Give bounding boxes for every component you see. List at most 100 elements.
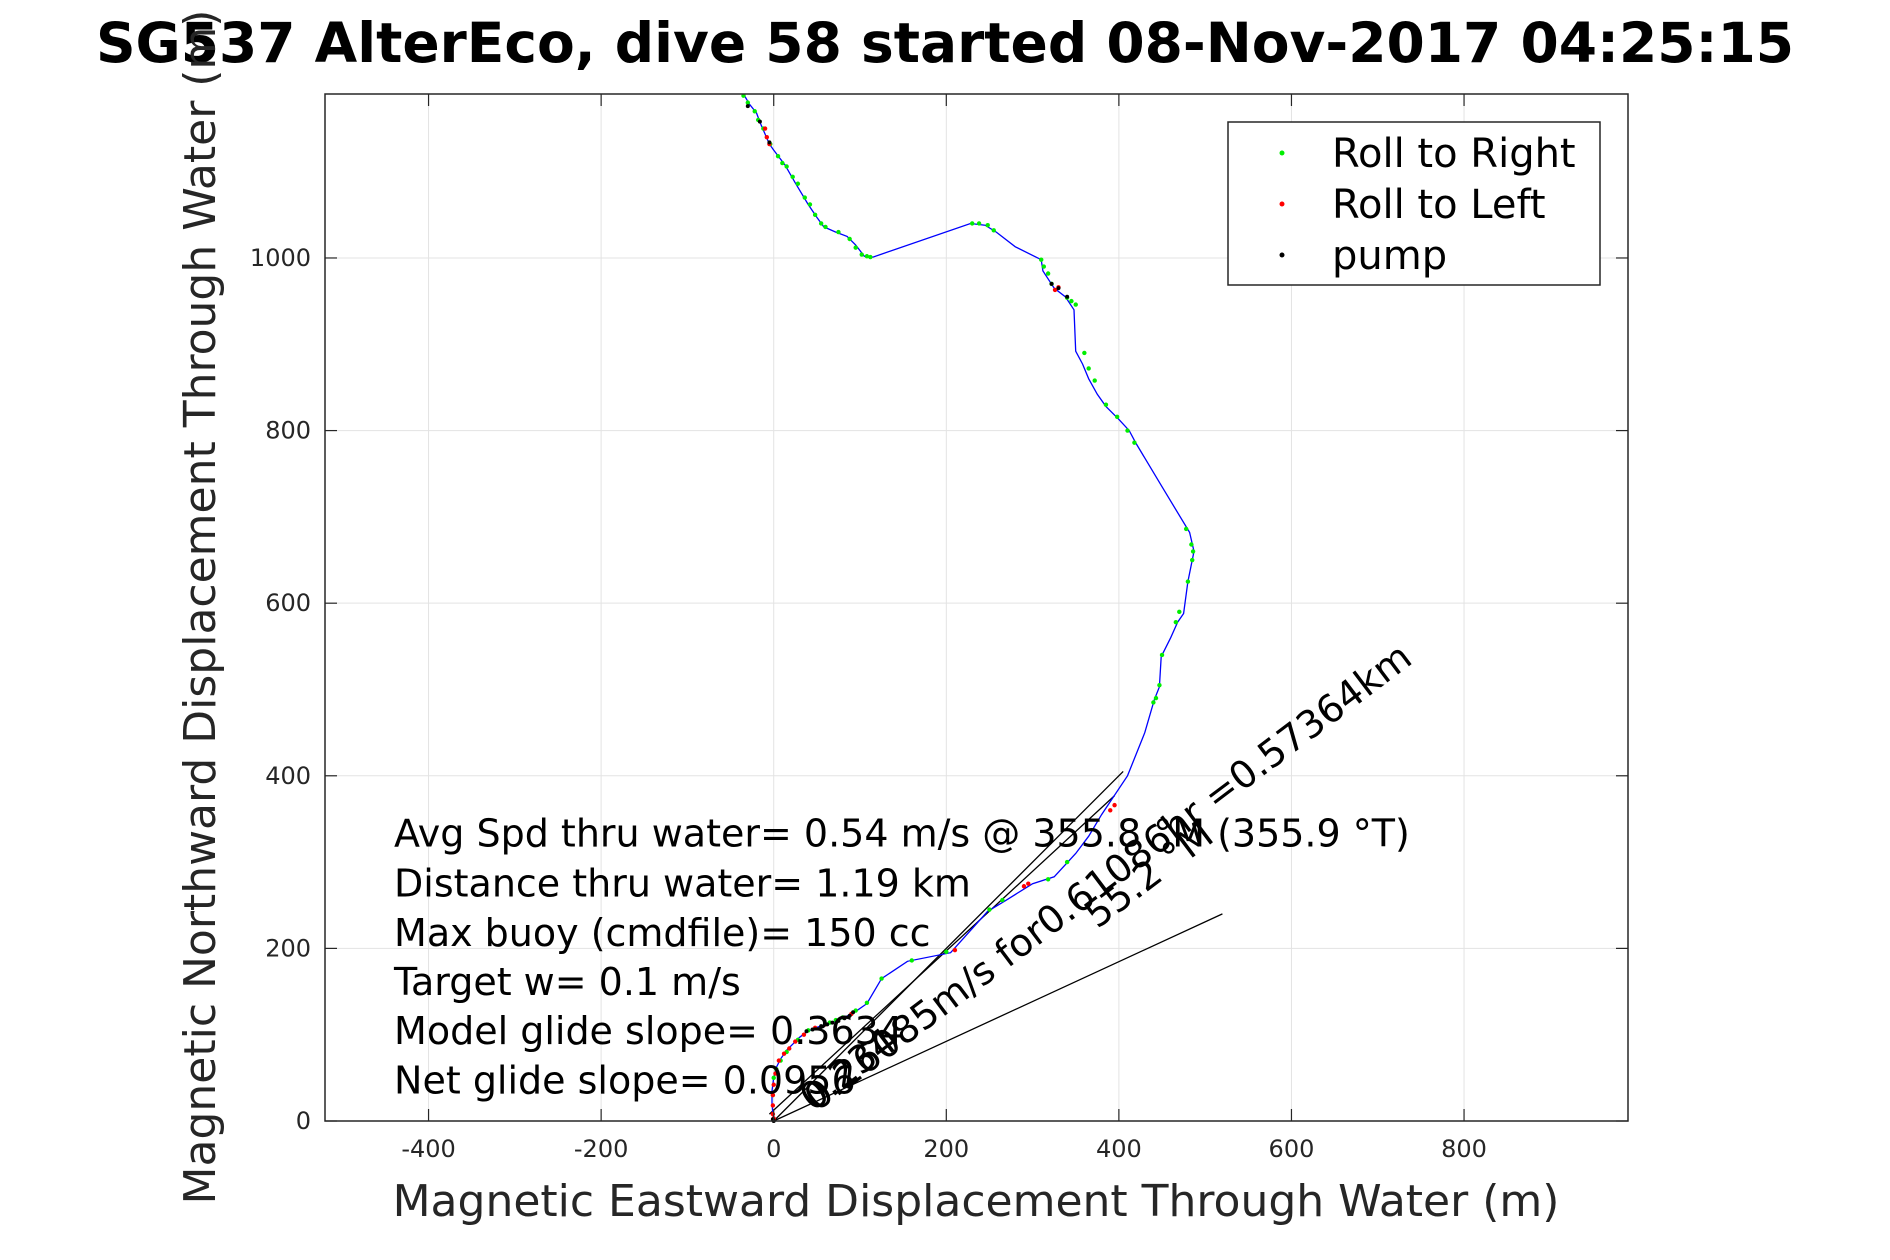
roll-right-point xyxy=(1064,859,1070,865)
roll-right-point xyxy=(1189,542,1194,547)
x-tick-label: 400 xyxy=(1096,1135,1142,1163)
roll-right-point xyxy=(1157,682,1162,688)
legend-marker-roll-right xyxy=(1279,150,1285,156)
roll-right-point xyxy=(1039,257,1044,262)
roll-left-point xyxy=(1108,808,1113,813)
roll-left-point xyxy=(770,1103,776,1108)
roll-right-point xyxy=(771,1075,776,1081)
roll-left-point xyxy=(770,1092,776,1098)
roll-right-point xyxy=(1000,897,1005,903)
pump-point xyxy=(825,1022,830,1027)
chart-title: SG537 AlterEco, dive 58 started 08-Nov-2… xyxy=(96,11,1794,75)
roll-right-point xyxy=(987,907,992,912)
legend-label-pump: pump xyxy=(1332,233,1447,279)
roll-right-point xyxy=(775,153,781,159)
legend-marker-roll-left xyxy=(1279,201,1285,207)
roll-right-point xyxy=(991,228,996,233)
legend-box xyxy=(1227,121,1601,286)
roll-right-point xyxy=(1073,302,1078,307)
roll-right-point xyxy=(1177,609,1182,615)
roll-right-point xyxy=(790,174,795,180)
roll-left-point xyxy=(781,1051,787,1056)
roll-left-point xyxy=(771,1082,776,1087)
axis-ticks: -400 -200 0 200 400 600 800 0 200 400 600 800 1000 xyxy=(250,94,1628,1163)
y-tick-label: 800 xyxy=(265,417,311,445)
stats-annotation: Target w= 0.1 m/s xyxy=(393,960,741,1004)
roll-right-point xyxy=(1159,652,1165,658)
roll-right-point xyxy=(745,100,751,105)
y-tick-label: 200 xyxy=(265,934,311,962)
roll-right-point xyxy=(1185,579,1191,584)
roll-right-point xyxy=(812,212,818,218)
pump-point xyxy=(851,1010,856,1015)
x-tick-label: 800 xyxy=(1441,1135,1487,1163)
roll-right-point xyxy=(1151,700,1156,705)
roll-left-point xyxy=(762,126,768,131)
legend-marker-pump xyxy=(1279,252,1285,258)
roll-right-point xyxy=(853,245,858,250)
roll-right-point xyxy=(1190,557,1195,563)
roll-right-point xyxy=(909,958,914,963)
roll-right-point xyxy=(985,222,990,228)
roll-right-point xyxy=(836,229,841,235)
roll-right-point xyxy=(1069,298,1074,304)
roll-right-point xyxy=(1041,264,1047,269)
roll-left-point xyxy=(1021,884,1027,889)
x-tick-label: 600 xyxy=(1269,1135,1315,1163)
roll-right-point xyxy=(780,160,785,166)
roll-right-point xyxy=(1125,428,1130,433)
pump-point xyxy=(804,1029,809,1034)
roll-right-point xyxy=(1114,414,1120,419)
roll-right-point xyxy=(807,202,813,207)
x-tick-label: 200 xyxy=(923,1135,969,1163)
heading-vector-line xyxy=(773,771,1124,1122)
x-tick-label: -200 xyxy=(574,1135,628,1163)
roll-left-point xyxy=(787,1046,792,1051)
roll-right-point xyxy=(1103,402,1109,407)
roll-right-point xyxy=(752,109,757,114)
y-tick-label: 600 xyxy=(265,589,311,617)
roll-left-point xyxy=(770,1111,776,1117)
roll-left-point xyxy=(1112,802,1117,808)
data-series xyxy=(741,93,1223,1123)
roll-left-point xyxy=(776,1058,782,1063)
stats-annotation: Model glide slope= 0.3634 xyxy=(394,1009,903,1053)
pump-point xyxy=(757,119,762,124)
legend-label-roll-right: Roll to Right xyxy=(1332,131,1576,177)
pump-point xyxy=(830,1020,835,1025)
y-tick-label: 1000 xyxy=(250,244,311,272)
roll-right-point xyxy=(1045,877,1051,882)
roll-right-point xyxy=(868,254,873,260)
roll-right-point xyxy=(944,949,949,955)
roll-right-point xyxy=(1190,549,1196,554)
y-tick-label: 0 xyxy=(296,1107,311,1135)
stats-annotation: Max buoy (cmdfile)= 150 cc xyxy=(394,911,931,955)
x-tick-label: 0 xyxy=(766,1135,781,1163)
stats-annotation: Avg Spd thru water= 0.54 m/s @ 355.8 °M … xyxy=(394,812,1410,856)
roll-right-point xyxy=(774,1067,779,1072)
roll-left-point xyxy=(801,1032,807,1037)
x-axis-label: Magnetic Eastward Displacement Through W… xyxy=(393,1176,1560,1227)
roll-right-point xyxy=(969,221,975,226)
pump-point xyxy=(836,1018,841,1023)
plot-frame xyxy=(324,93,1629,1122)
roll-right-point xyxy=(1153,695,1159,701)
roll-left-point xyxy=(793,1039,798,1044)
roll-right-point xyxy=(795,181,801,186)
roll-left-point xyxy=(773,1071,778,1076)
pump-point xyxy=(745,104,750,109)
roll-left-point xyxy=(952,947,958,953)
roll-right-point xyxy=(1132,440,1137,445)
pump-point xyxy=(767,140,772,145)
roll-right-point xyxy=(823,224,828,230)
pump-point xyxy=(847,1013,852,1018)
pump-point xyxy=(819,1024,824,1029)
roll-right-point xyxy=(818,221,824,226)
roll-right-point xyxy=(976,221,982,226)
y-tick-label: 400 xyxy=(265,762,311,790)
y-axis-label: Magnetic Northward Displacement Through … xyxy=(175,10,226,1205)
roll-right-point xyxy=(847,236,852,242)
pump-point xyxy=(1065,294,1070,299)
roll-left-point xyxy=(1052,287,1058,293)
